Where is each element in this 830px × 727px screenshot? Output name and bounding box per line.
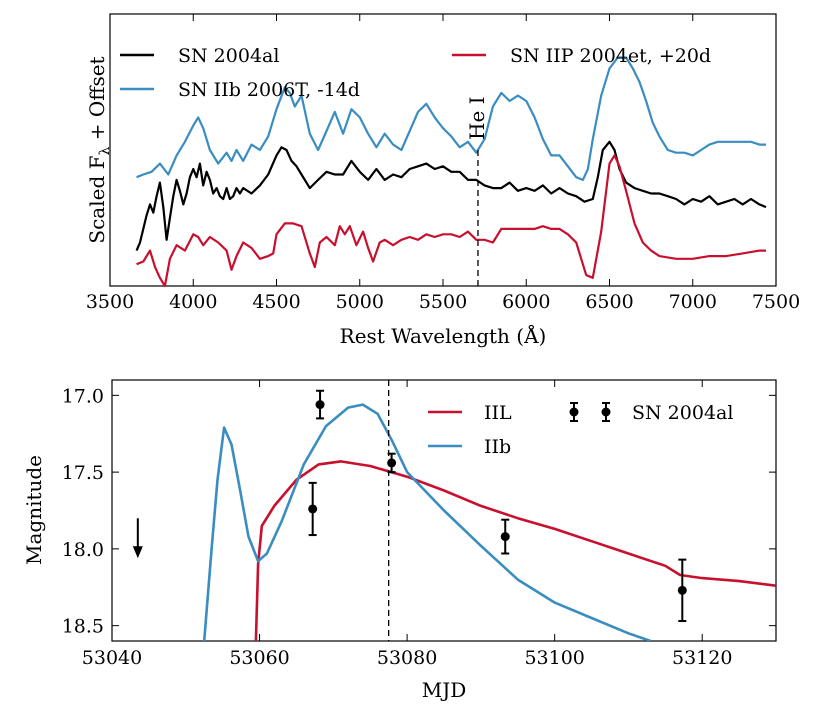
lightcurve-x-tick-label-3: 53100: [524, 647, 584, 669]
spectra-x-tick-label-0: 3500: [86, 291, 134, 313]
lightcurve-x-tick-label-2: 53080: [377, 647, 437, 669]
legend-label-sn2006t: SN IIb 2006T, -14d: [178, 79, 360, 101]
lightcurve-y-tick-label-3: 18.5: [62, 616, 104, 638]
lightcurve-plot-frame: [111, 379, 777, 642]
lightcurve-x-tick-label-0: 53040: [82, 647, 142, 669]
spectrum-line-2: [136, 154, 766, 288]
lightcurve-y-tick-label-1: 17.5: [62, 462, 104, 484]
upper-limit-head: [132, 546, 143, 559]
spectra-legend: SN 2004al SN IIb 2006T, -14d SN IIP 2004…: [120, 45, 711, 101]
spectra-x-tick-label-8: 7500: [752, 291, 800, 313]
lightcurve-panel: 53040 53060 53080 53100 53120 17.0 17.5 18.0 18…: [22, 379, 777, 702]
spectra-x-ticks: 3500 4000 4500 5000 5500 6000 6500 7000 7500: [86, 14, 800, 313]
data-point-4: [677, 585, 687, 595]
spectrum-line-0: [135, 140, 767, 252]
spectrum-line-1: [136, 56, 766, 181]
spectra-x-tick-label-2: 4500: [252, 291, 300, 313]
upper-limit-arrow: [132, 518, 143, 559]
y-label-rest: + Offset: [85, 56, 109, 146]
data-point-2: [387, 458, 397, 468]
spectra-x-tick-label-3: 5000: [336, 291, 384, 313]
spectra-x-axis-label: Rest Wavelength (Å): [340, 323, 547, 348]
data-point-1: [315, 400, 325, 410]
lightcurve-y-axis-label: Magnitude: [22, 455, 46, 565]
spectra-x-tick-label-1: 4000: [169, 291, 217, 313]
spectra-panel: He I 3500 4000 4500 5000 5500 6000 6500 7000 750…: [85, 13, 800, 348]
y-label-subscript: λ: [97, 146, 113, 155]
y-label-main: Scaled F: [85, 155, 109, 243]
lightcurve-x-axis-label: MJD: [422, 678, 467, 702]
spectra-x-tick-label-6: 6500: [585, 291, 633, 313]
sn2004al-photometry: [308, 389, 687, 623]
model-curve-iib: [202, 403, 652, 641]
lightcurve-legend: IIL IIb SN 2004al: [428, 402, 733, 458]
legend-marker-sn2004al: [569, 402, 611, 422]
lightcurve-x-ticks: 53040 53060 53080 53100 53120: [82, 380, 732, 669]
he-i-annotation: He I: [465, 96, 489, 140]
legend-label-sn2004al-photometry: SN 2004al: [632, 402, 733, 424]
legend-label-sn2004et: SN IIP 2004et, +20d: [510, 45, 711, 67]
lightcurve-series-group: [202, 403, 776, 641]
data-point-0: [308, 504, 318, 514]
lightcurve-y-ticks: 17.0 17.5 18.0 18.5: [62, 385, 776, 638]
spectra-x-tick-label-7: 7000: [669, 291, 717, 313]
spectra-x-tick-label-4: 5500: [419, 291, 467, 313]
lightcurve-y-tick-label-2: 18.0: [62, 539, 104, 561]
lightcurve-x-tick-label-4: 53120: [672, 647, 732, 669]
data-point-3: [500, 532, 510, 542]
legend-label-iib: IIb: [484, 436, 511, 458]
spectra-series-group: [135, 56, 767, 288]
spectra-x-tick-label-5: 6000: [502, 291, 550, 313]
legend-label-sn2004al: SN 2004al: [178, 45, 279, 67]
legend-label-iil: IIL: [484, 402, 512, 424]
model-curve-iil: [254, 460, 776, 641]
spectra-y-axis-label: Scaled Fλ + Offset: [85, 56, 113, 243]
lightcurve-y-tick-label-0: 17.0: [62, 385, 104, 407]
lightcurve-x-tick-label-1: 53060: [229, 647, 289, 669]
